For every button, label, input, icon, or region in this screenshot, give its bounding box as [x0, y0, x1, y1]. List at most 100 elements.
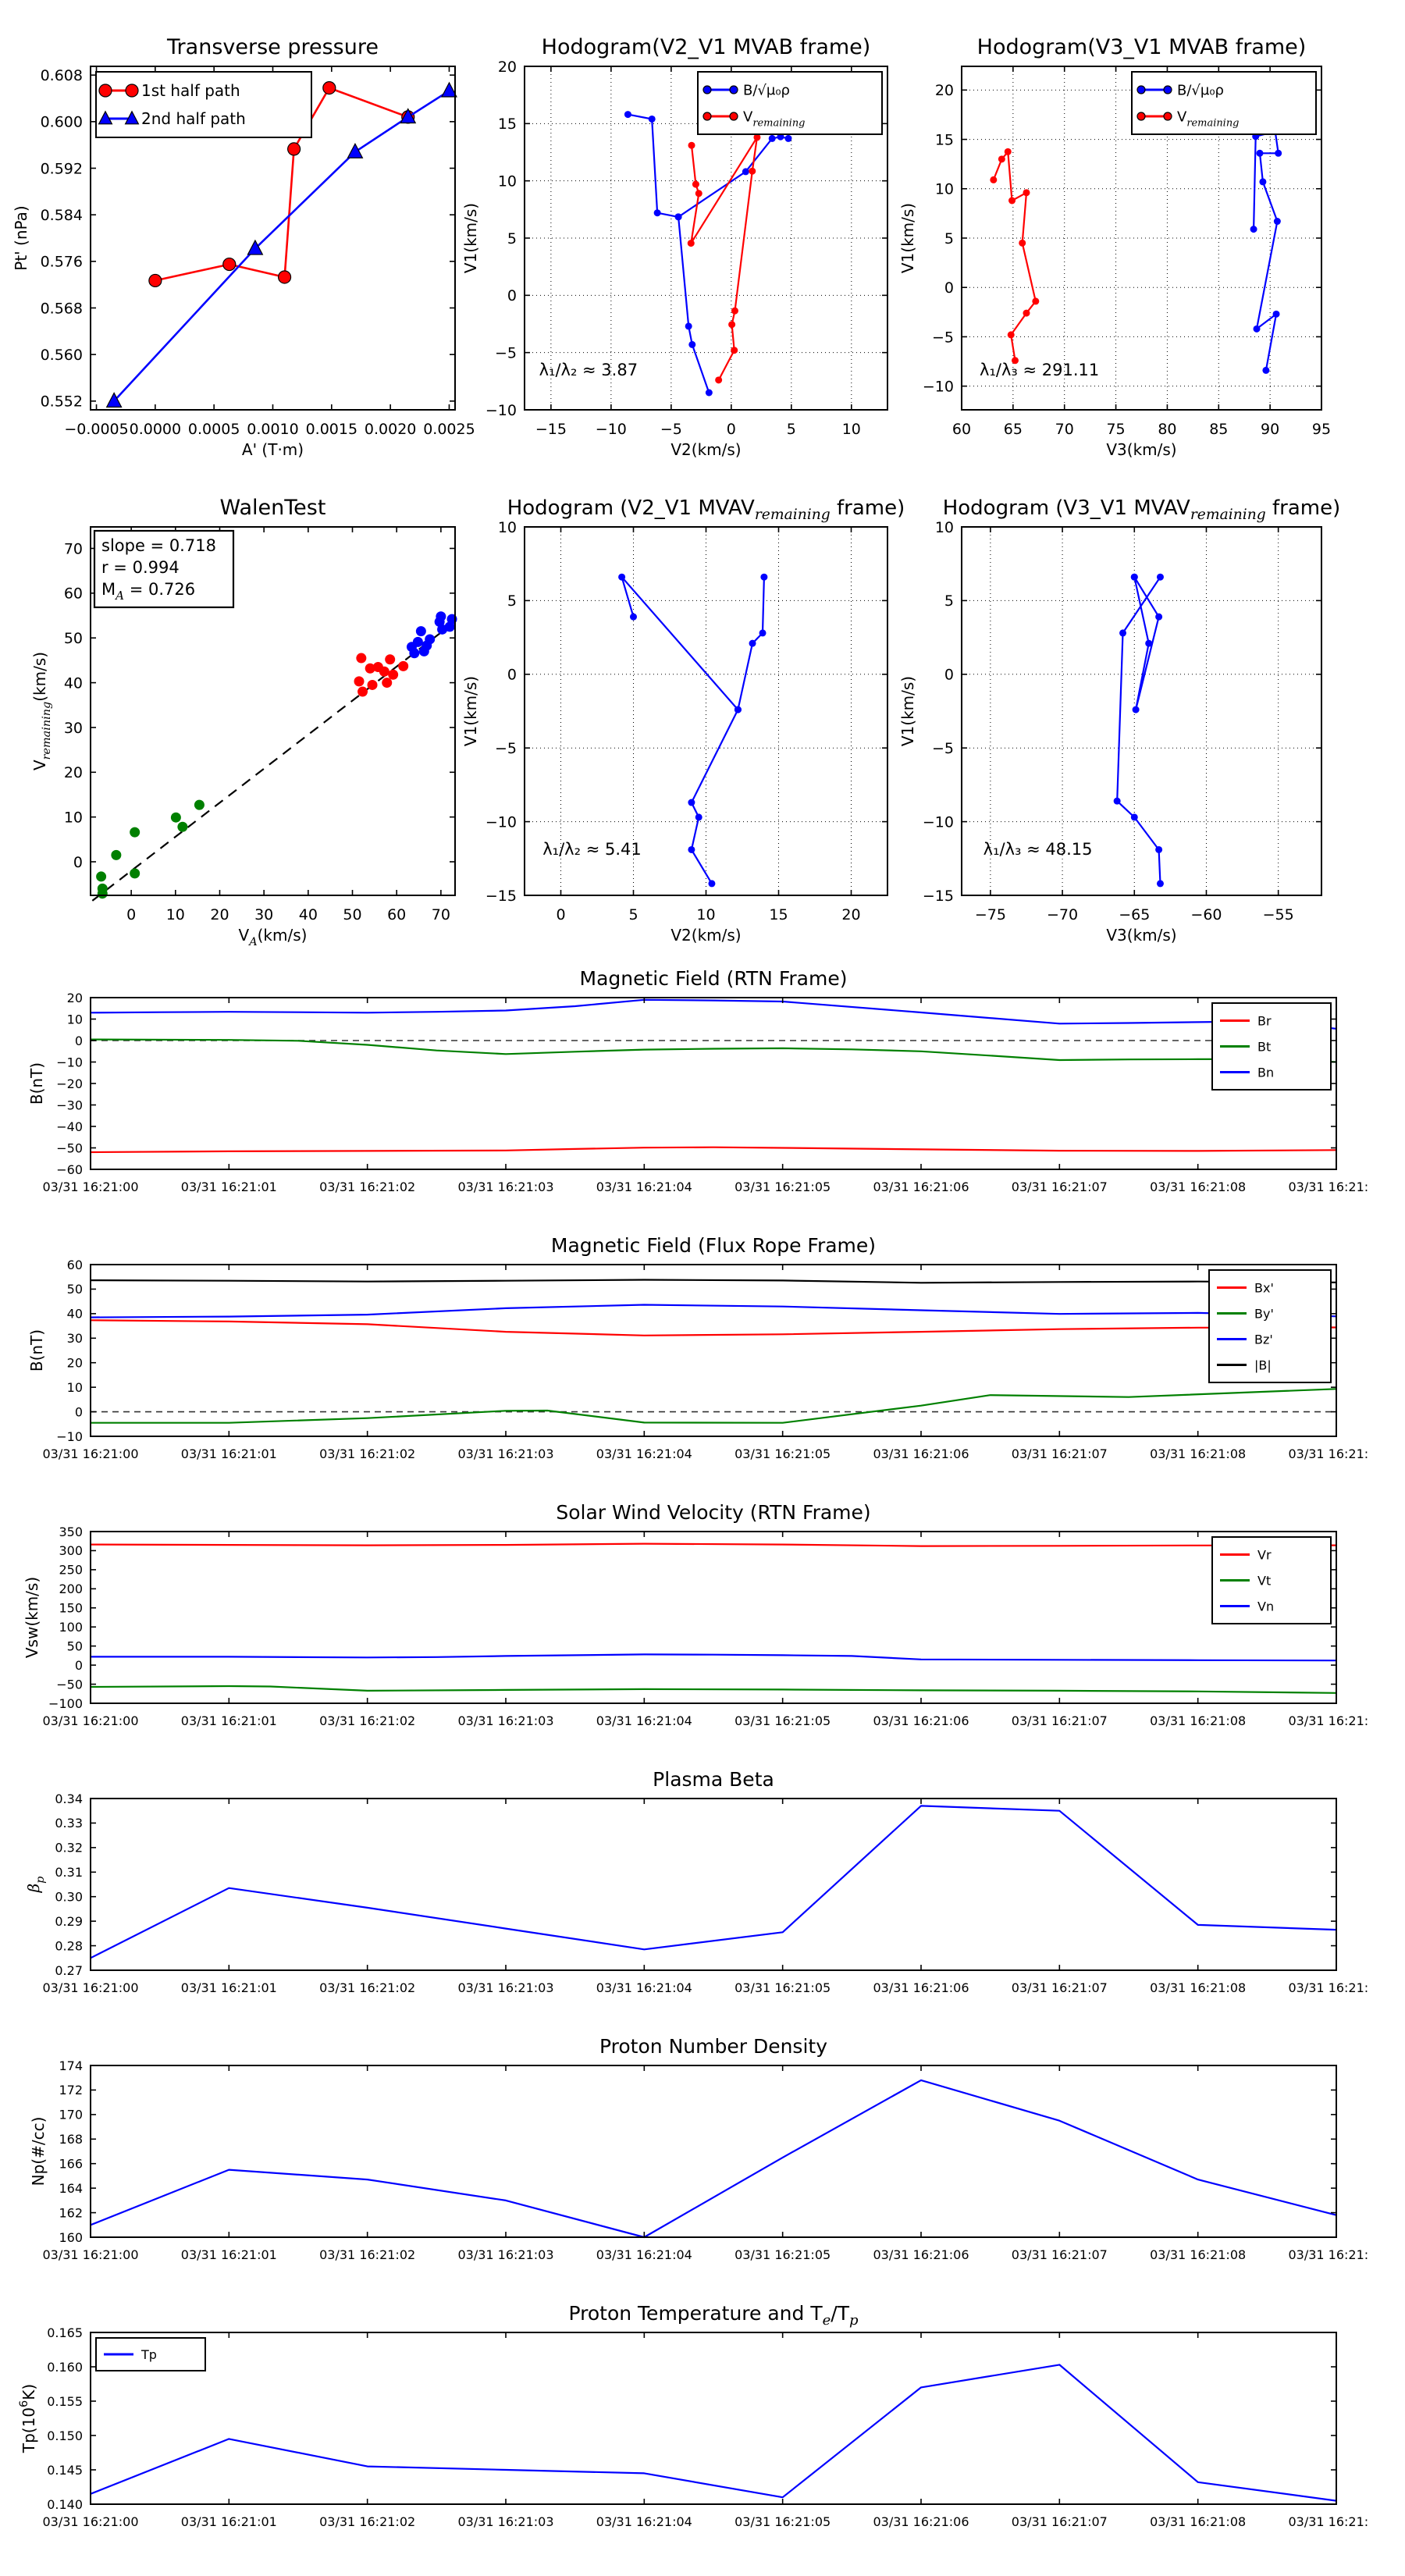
x-tick-label: 65 — [1004, 421, 1023, 438]
chart-title: Solar Wind Velocity (RTN Frame) — [556, 1501, 870, 1524]
x-tick-label: 03/31 16:21:04 — [596, 1980, 692, 1995]
annotation: λ₁/λ₂ ≈ 3.87 — [539, 361, 638, 379]
point-marker — [1113, 797, 1121, 805]
y-tick-label: 10 — [498, 173, 517, 190]
point-marker — [96, 871, 107, 882]
legend-box — [95, 71, 312, 138]
point-marker — [648, 115, 656, 123]
series-Vremaining — [690, 136, 758, 381]
point-marker — [1155, 845, 1163, 853]
y-tick-label: −5 — [932, 329, 954, 346]
y-tick-label: 0.552 — [41, 393, 83, 411]
y-tick-label: 0 — [944, 279, 954, 297]
point-marker — [1262, 366, 1270, 374]
point-marker — [1275, 149, 1282, 157]
point-marker — [1119, 629, 1127, 637]
point-marker — [1136, 85, 1146, 94]
triangle-marker — [400, 108, 417, 124]
x-tick-label: 75 — [1106, 421, 1125, 438]
y-axis-label: V1(km/s) — [898, 676, 917, 746]
y-tick-label: 50 — [64, 630, 83, 647]
point-marker — [367, 679, 378, 690]
x-tick-label: 03/31 16:21:04 — [596, 1446, 692, 1461]
x-tick-label: 80 — [1158, 421, 1176, 438]
x-axis-label: V2(km/s) — [670, 926, 741, 945]
y-tick-label: 0.27 — [55, 1963, 83, 1978]
x-tick-label: −0.0005 — [64, 421, 128, 438]
point-marker — [702, 112, 712, 121]
point-marker — [388, 669, 399, 680]
x-tick-label: 0 — [727, 421, 736, 438]
y-tick-label: −15 — [923, 888, 954, 905]
x-tick-label: 03/31 16:21:01 — [181, 2514, 277, 2529]
point-marker — [749, 167, 756, 175]
x-tick-label: 30 — [254, 906, 273, 923]
hodogram-v3v1-mvab-plot: 60 65 70 75 80 85 90 95 −10 −5 0 5 10 15 20 Hodogram(V3… — [898, 35, 1331, 459]
y-tick-label: 150 — [59, 1601, 83, 1616]
y-axis-label: V1(km/s) — [461, 676, 480, 746]
y-tick-label: −10 — [486, 402, 517, 419]
axes-frame — [90, 526, 456, 896]
point-marker — [98, 84, 112, 98]
stats-line: slope = 0.718 — [101, 536, 216, 555]
point-marker — [130, 827, 140, 838]
x-tick-label: 03/31 16:21:07 — [1012, 1179, 1108, 1194]
chart-magnetic-field-rtn: 03/31 16:21:00 03/31 16:21:01 03/31 16:21:… — [0, 949, 1368, 1226]
legend-label: Br — [1257, 1013, 1272, 1028]
x-tick-label: 03/31 16:21:08 — [1150, 2247, 1246, 2262]
x-tick-label: 03/31 16:21:08 — [1150, 2514, 1246, 2529]
x-tick-label: 03/31 16:21:02 — [319, 1179, 415, 1194]
proton-number-density-plot: 03/31 16:21:00 03/31 16:21:01 03/31 16:21:… — [29, 2035, 1368, 2262]
point-marker — [1163, 112, 1172, 121]
y-tick-label: 350 — [59, 1525, 83, 1539]
walen-test-plot: 0 10 20 30 40 50 60 70 0 10 20 30 40 50 60 70 WalenTest V… — [30, 496, 457, 948]
chart-proton-temperature: 03/31 16:21:00 03/31 16:21:01 03/31 16:21:… — [0, 2284, 1368, 2560]
x-tick-label: 03/31 16:21:09 — [1288, 1446, 1368, 1461]
triangle-marker — [105, 392, 123, 408]
point-marker — [1155, 613, 1163, 621]
point-marker — [1130, 573, 1138, 581]
x-tick-label: 03/31 16:21:05 — [735, 1980, 831, 1995]
point-marker — [998, 155, 1005, 163]
point-marker — [1156, 573, 1164, 581]
x-tick-label: 03/31 16:21:01 — [181, 1446, 277, 1461]
y-tick-label: 300 — [59, 1543, 83, 1558]
y-tick-label: −20 — [56, 1076, 83, 1091]
x-tick-label: 70 — [432, 906, 450, 923]
x-tick-label: 85 — [1209, 421, 1228, 438]
x-tick-label: −75 — [975, 906, 1006, 923]
y-tick-label: 164 — [59, 2181, 83, 2196]
y-tick-label: 5 — [507, 230, 517, 247]
legend-label: Vremaining — [743, 109, 805, 129]
x-tick-label: 03/31 16:21:03 — [457, 1179, 553, 1194]
series-B — [1253, 130, 1279, 371]
x-tick-label: 60 — [387, 906, 406, 923]
point-marker — [695, 190, 702, 197]
point-marker — [111, 849, 122, 860]
y-tick-label: 70 — [64, 540, 83, 557]
point-marker — [130, 868, 140, 879]
y-axis-label: βp — [24, 1877, 47, 1894]
chart-hodogram-v3v1-mvab: 60 65 70 75 80 85 90 95 −10 −5 0 5 10 15 20 Hodogram(V3… — [871, 18, 1353, 466]
point-marker — [1145, 639, 1153, 647]
chart-hodogram-v2v1-mvav: 0 5 10 15 20 −15 −10 −5 0 5 10 Hodogram (V2_V1 MVAV… — [434, 479, 919, 952]
point-marker — [695, 813, 702, 821]
y-tick-label: 0.30 — [55, 1889, 83, 1904]
y-tick-label: 10 — [935, 181, 954, 198]
x-tick-label: 03/31 16:21:01 — [181, 1980, 277, 1995]
x-tick-label: 03/31 16:21:06 — [873, 1446, 969, 1461]
x-tick-label: 95 — [1312, 421, 1331, 438]
x-tick-label: 5 — [787, 421, 796, 438]
x-tick-label: 0.0025 — [423, 421, 475, 438]
series-Vt — [90, 1685, 1337, 1694]
y-tick-label: 0.165 — [47, 2325, 83, 2340]
legend-label: 2nd half path — [141, 109, 246, 128]
point-marker — [1253, 325, 1261, 333]
y-tick-label: 20 — [64, 764, 83, 781]
point-marker — [1136, 112, 1146, 121]
triangle-marker — [98, 110, 113, 125]
point-marker — [1259, 178, 1267, 186]
legend-label: 1st half path — [141, 81, 240, 100]
